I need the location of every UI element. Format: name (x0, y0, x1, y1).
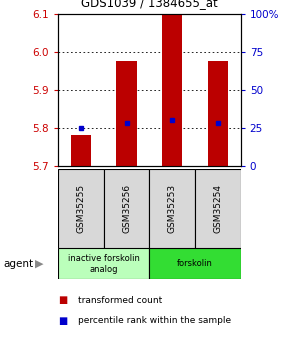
Bar (162, 14, 182, 166)
Text: ■: ■ (58, 316, 67, 326)
Bar (208, 61, 228, 166)
Bar (116, 61, 137, 166)
Text: GSM35256: GSM35256 (122, 184, 131, 233)
Text: agent: agent (3, 259, 33, 269)
Text: ■: ■ (58, 295, 67, 305)
Text: ▶: ▶ (35, 259, 44, 269)
Text: forskolin: forskolin (177, 259, 213, 268)
Text: transformed count: transformed count (78, 296, 163, 305)
Text: GDS1039 / 1384655_at: GDS1039 / 1384655_at (81, 0, 218, 9)
Bar (58, 248, 149, 279)
Bar (195, 169, 241, 248)
Bar (70, 135, 91, 166)
Bar (104, 169, 149, 248)
Text: percentile rank within the sample: percentile rank within the sample (78, 316, 231, 325)
Bar (58, 169, 104, 248)
Bar (149, 169, 195, 248)
Text: inactive forskolin
analog: inactive forskolin analog (68, 254, 139, 274)
Bar (149, 248, 241, 279)
Text: GSM35254: GSM35254 (213, 184, 222, 233)
Text: GSM35253: GSM35253 (168, 184, 177, 233)
Text: GSM35255: GSM35255 (76, 184, 85, 233)
